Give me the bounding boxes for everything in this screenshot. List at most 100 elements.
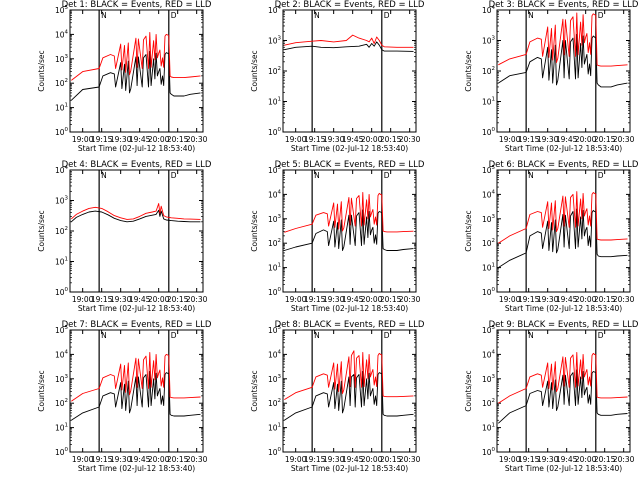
- panel-det-9: Det 9: BLACK = Events, RED = LLD10010110…: [464, 320, 639, 473]
- y-tick-label: 101: [482, 263, 495, 273]
- y-tick-label: 104: [268, 189, 282, 199]
- x-tick-label: 19:00: [72, 135, 94, 144]
- y-tick-label: 103: [482, 36, 496, 46]
- x-tick-label: 19:30: [537, 455, 559, 464]
- x-axis-label: Start Time (02-Jul-12 18:53:40): [78, 144, 195, 153]
- panel-det-6: Det 6: BLACK = Events, RED = LLD 100 101 10…: [464, 160, 639, 313]
- y-tick-exponent: 5: [492, 325, 496, 331]
- y-tick-label: 103: [482, 214, 496, 224]
- x-tick-label: 19:15: [91, 455, 113, 464]
- y-tick-exponent: 1: [492, 263, 496, 269]
- y-tick-label: 105: [55, 5, 69, 15]
- panel-det-1: Det 1: BLACK = Events, RED = LLD10010110…: [37, 0, 212, 153]
- y-tick-exponent: 2: [65, 78, 69, 84]
- x-tick-label: 19:00: [285, 455, 307, 464]
- x-tick-label: 19:15: [304, 455, 326, 464]
- series-lld-line: [284, 192, 414, 233]
- y-tick-label: 103: [55, 54, 69, 64]
- x-tick-label: 19:00: [72, 295, 94, 304]
- panel-title: Det 8: BLACK = Events, RED = LLD: [275, 320, 425, 330]
- x-tick-label: 19:30: [537, 135, 559, 144]
- y-tick-label: 101: [268, 97, 281, 107]
- y-tick-exponent: 4: [65, 29, 69, 35]
- marker-label: N: [528, 171, 534, 180]
- y-tick-label: 102: [482, 398, 495, 408]
- x-tick-label: 20:00: [575, 135, 597, 144]
- x-tick-label: 19:15: [304, 295, 326, 304]
- y-tick-exponent: 3: [492, 36, 496, 42]
- x-tick-label: 19:45: [129, 455, 151, 464]
- series-lld-line: [71, 32, 201, 81]
- y-tick-label: 102: [482, 66, 495, 76]
- x-tick-label: 19:15: [518, 295, 540, 304]
- x-tick-label: 20:30: [613, 295, 635, 304]
- y-tick-label: 104: [55, 165, 69, 175]
- series-events-line: [497, 369, 628, 424]
- marker-label: D: [598, 11, 604, 20]
- y-axis-label: Counts/sec: [37, 210, 46, 251]
- y-tick-label: 101: [482, 423, 495, 433]
- y-tick-exponent: 0: [278, 287, 282, 293]
- x-tick-label: 19:15: [518, 455, 540, 464]
- y-tick-exponent: 1: [278, 423, 282, 429]
- marker-label: D: [171, 331, 177, 340]
- series-events-line: [70, 51, 201, 101]
- marker-label: N: [314, 11, 320, 20]
- x-tick-label: 19:00: [72, 455, 94, 464]
- panel-title: Det 2: BLACK = Events, RED = LLD: [275, 0, 425, 10]
- panel-det-8: Det 8: BLACK = Events, RED = LLD10010110…: [250, 320, 425, 473]
- y-tick-label: 100: [482, 287, 496, 297]
- x-tick-label: 20:15: [380, 455, 402, 464]
- panel-title: Det 6: BLACK = Events, RED = LLD: [489, 160, 639, 170]
- y-tick-label: 104: [482, 349, 496, 359]
- y-axis-label: Counts/sec: [464, 370, 473, 411]
- x-tick-label: 19:45: [556, 295, 578, 304]
- x-tick-label: 19:30: [110, 455, 132, 464]
- y-tick-exponent: 5: [65, 325, 69, 331]
- y-tick-label: 100: [268, 287, 282, 297]
- y-tick-label: 105: [268, 165, 282, 175]
- x-tick-label: 19:45: [342, 295, 364, 304]
- series-lld-line: [498, 352, 628, 404]
- panel-det-5: Det 5: BLACK = Events, RED = LLD10010110…: [250, 160, 425, 313]
- y-tick-label: 102: [55, 398, 68, 408]
- y-axis-label: Counts/sec: [250, 370, 259, 411]
- plot-frame: [69, 9, 204, 133]
- x-tick-label: 20:15: [380, 135, 402, 144]
- y-tick-label: 103: [55, 196, 69, 206]
- y-axis-label: Counts/sec: [464, 50, 473, 91]
- y-tick-exponent: 5: [278, 325, 282, 331]
- y-tick-exponent: 1: [65, 423, 69, 429]
- panel-det-4: Det 4: BLACK = Events, RED = LLD10010110…: [37, 160, 212, 313]
- y-tick-exponent: 3: [278, 36, 282, 42]
- marker-label: N: [528, 11, 534, 20]
- y-tick-label: 103: [482, 374, 496, 384]
- x-tick-label: 19:30: [110, 295, 132, 304]
- y-tick-exponent: 1: [65, 257, 69, 263]
- x-tick-label: 20:15: [594, 295, 616, 304]
- y-tick-exponent: 0: [492, 447, 496, 453]
- plot-frame: [282, 329, 417, 453]
- panel-det-3: Det 3: BLACK = Events, RED = LLD10010110…: [464, 0, 639, 153]
- series-events-line: [71, 371, 201, 421]
- y-tick-label: 104: [268, 349, 282, 359]
- plot-frame: [69, 169, 204, 293]
- x-tick-label: 19:45: [556, 135, 578, 144]
- y-tick-exponent: 2: [492, 238, 496, 244]
- y-tick-label: 100: [268, 127, 282, 137]
- y-tick-label: 100: [55, 127, 69, 137]
- x-axis-label: Start Time (02-Jul-12 18:53:40): [505, 304, 622, 313]
- x-axis-label: Start Time (02-Jul-12 18:53:40): [291, 304, 408, 313]
- y-tick-label: 105: [268, 325, 282, 335]
- x-tick-label: 20:15: [594, 455, 616, 464]
- series-lld-line: [284, 34, 414, 48]
- panel-title: Det 1: BLACK = Events, RED = LLD: [62, 0, 212, 10]
- panel-title: Det 3: BLACK = Events, RED = LLD: [489, 0, 639, 10]
- marker-label: N: [314, 331, 320, 340]
- y-tick-label: 102: [55, 226, 68, 236]
- y-tick-label: 100: [268, 447, 282, 457]
- x-tick-label: 19:15: [518, 135, 540, 144]
- y-tick-exponent: 1: [492, 423, 496, 429]
- x-axis-label: Start Time (02-Jul-12 18:53:40): [291, 464, 408, 473]
- y-tick-label: 104: [482, 189, 496, 199]
